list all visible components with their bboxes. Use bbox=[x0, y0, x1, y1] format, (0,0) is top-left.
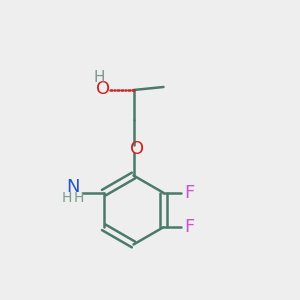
Text: H: H bbox=[94, 70, 105, 85]
Text: H: H bbox=[61, 191, 72, 205]
Text: F: F bbox=[184, 184, 194, 202]
Text: O: O bbox=[96, 80, 111, 98]
Text: N: N bbox=[66, 178, 80, 196]
Text: O: O bbox=[130, 140, 144, 158]
Text: H: H bbox=[74, 191, 84, 205]
Text: F: F bbox=[184, 218, 194, 236]
